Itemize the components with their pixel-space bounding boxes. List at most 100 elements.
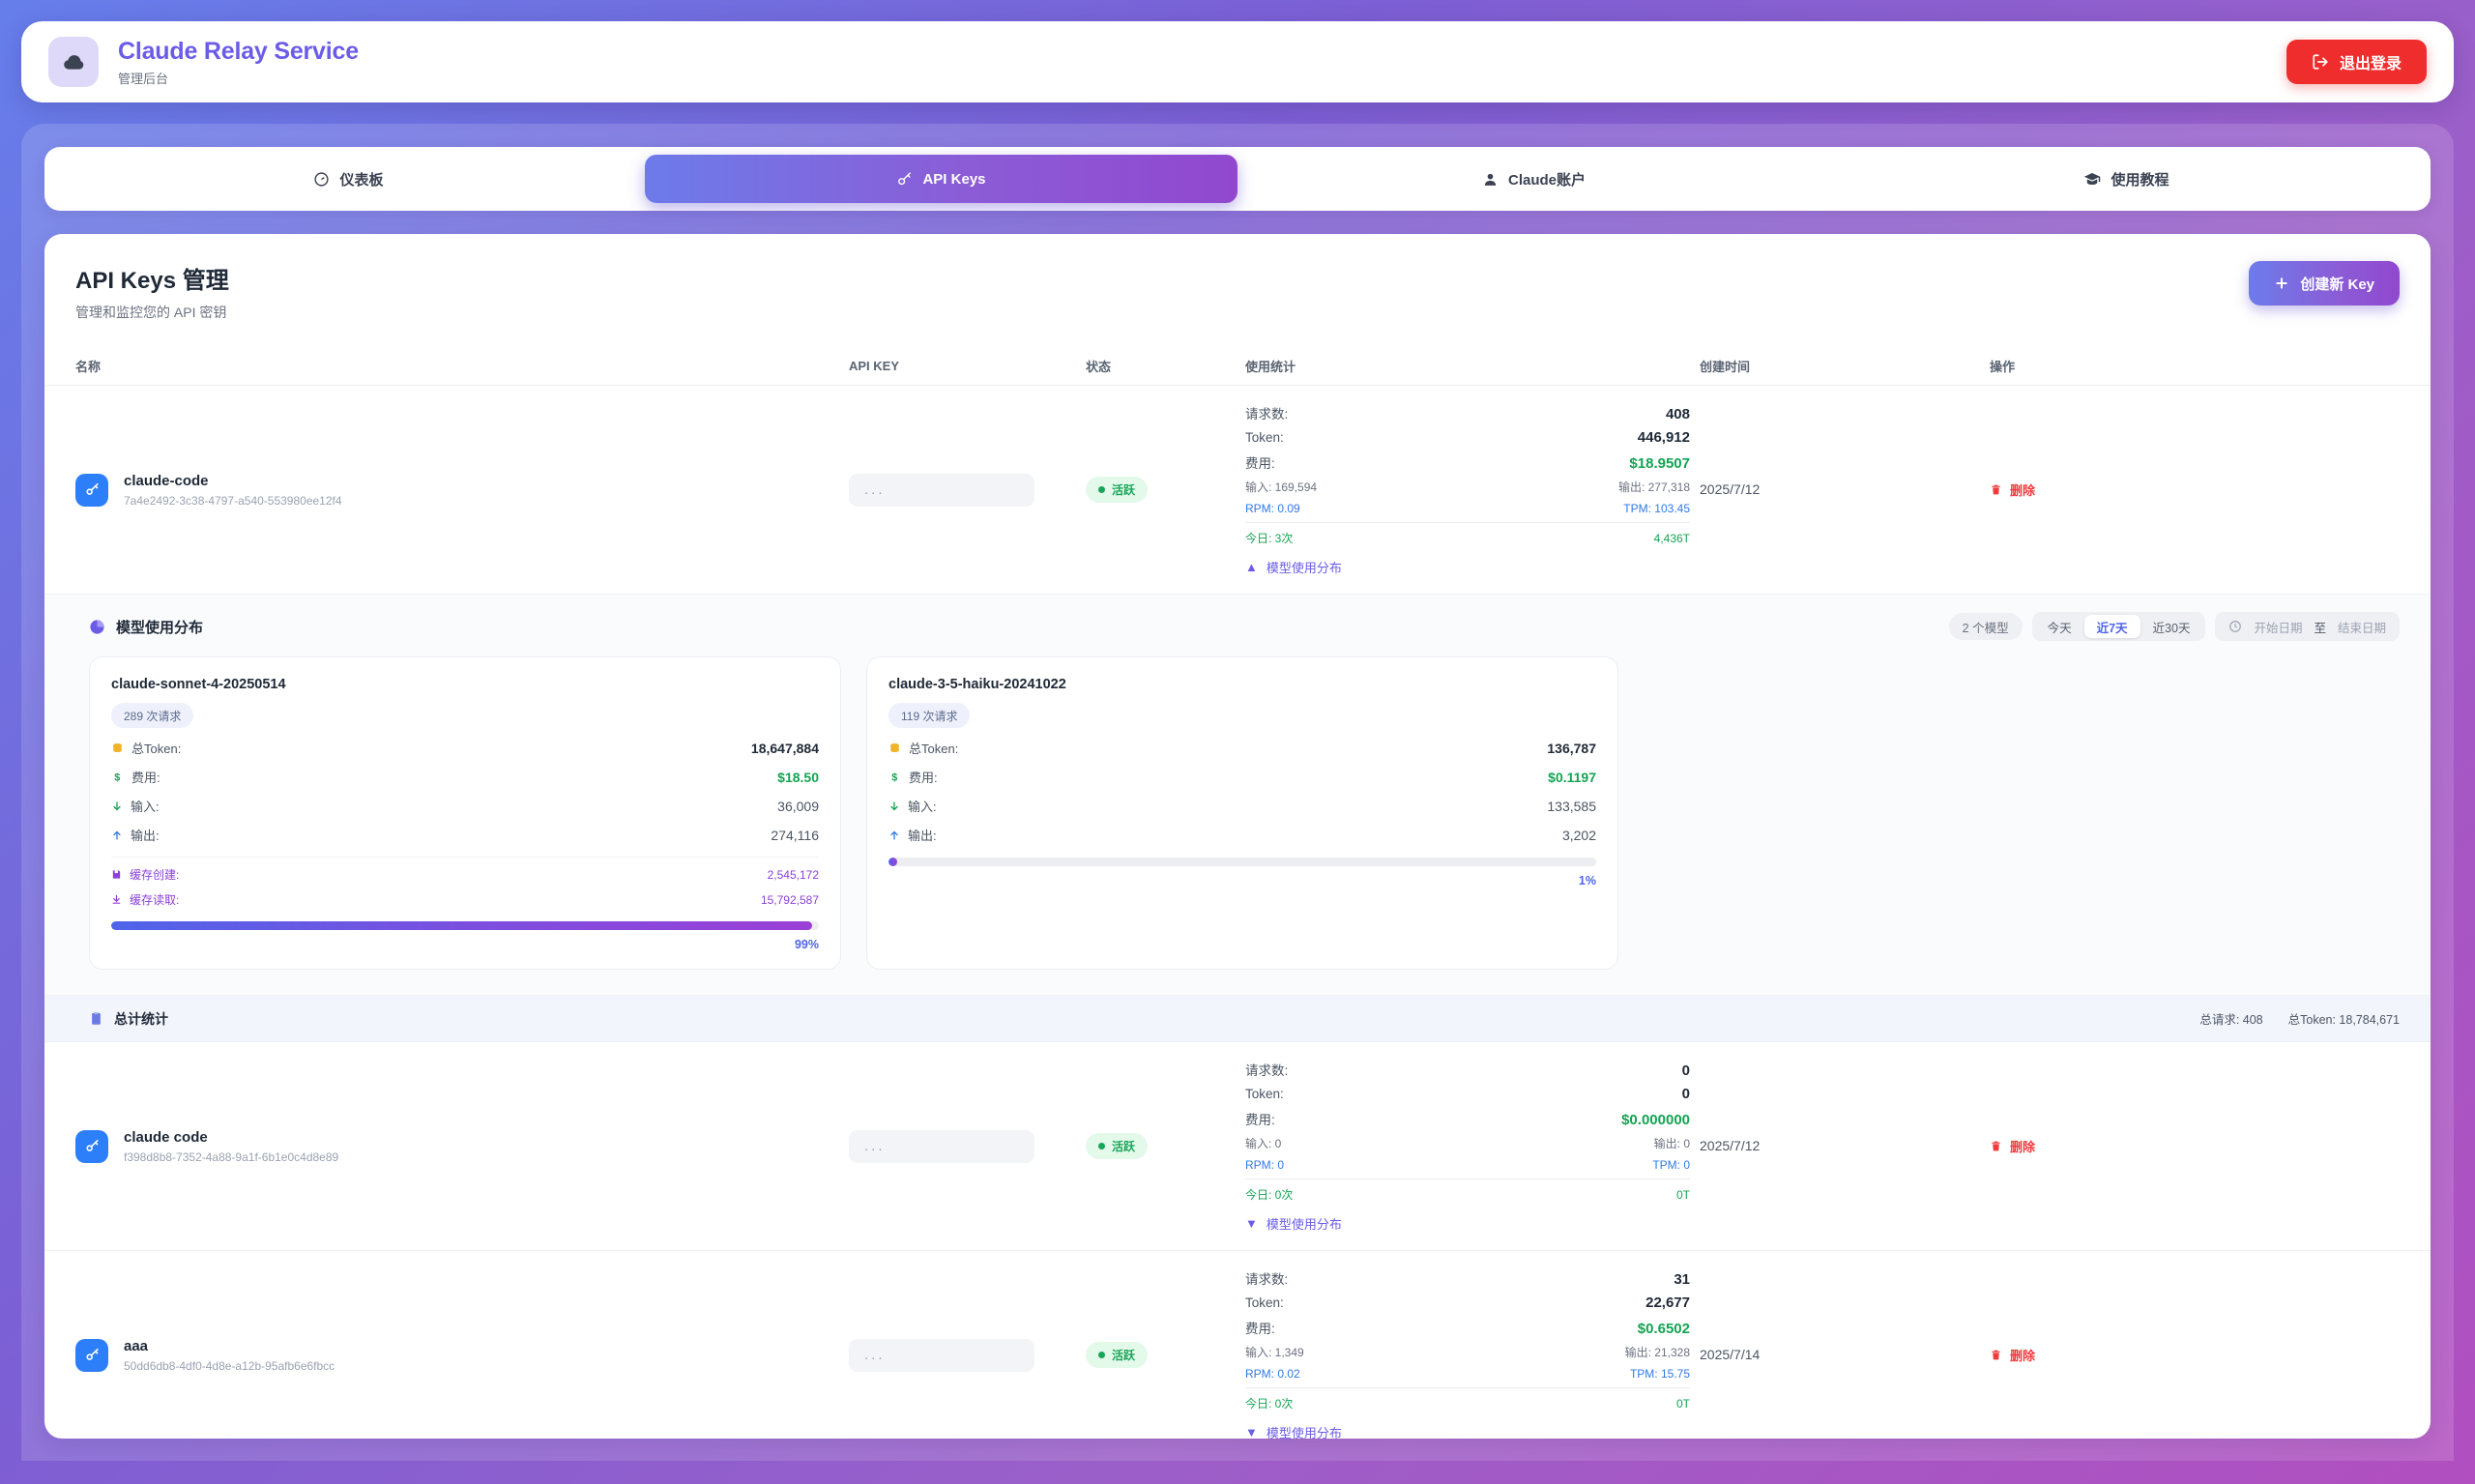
row-actions-cell: 删除 xyxy=(1990,1346,2183,1364)
stat-rpm: RPM: 0.09 xyxy=(1245,502,1300,515)
tab-dashboard-label: 仪表板 xyxy=(339,171,384,189)
model-output-label: 输出: xyxy=(131,829,160,843)
row-key-cell: ... xyxy=(849,1129,1086,1163)
stat-output: 输出: 277,318 xyxy=(1617,480,1690,494)
tab-dashboard[interactable]: 仪表板 xyxy=(52,155,645,203)
api-keys-panel: API Keys 管理 管理和监控您的 API 密钥 创建新 Key 名称 AP… xyxy=(44,234,2431,1439)
table-row[interactable]: aaa 50dd6db8-4df0-4d8e-a12b-95afb6e6fbcc… xyxy=(44,1251,2431,1439)
create-key-button[interactable]: 创建新 Key xyxy=(2249,261,2400,306)
gauge-icon xyxy=(313,171,330,188)
plus-icon xyxy=(2274,276,2289,291)
delete-label: 删除 xyxy=(2010,483,2036,498)
model-distribution-toggle[interactable]: ▼ 模型使用分布 xyxy=(1245,1214,1690,1233)
tab-api-keys[interactable]: API Keys xyxy=(645,155,1238,203)
tab-api-keys-label: API Keys xyxy=(922,170,986,188)
range-today[interactable]: 今天 xyxy=(2047,621,2072,635)
trash-icon xyxy=(1990,483,2002,496)
table-header-row: 名称 API KEY 状态 使用统计 创建时间 操作 xyxy=(44,347,2431,386)
range-selector: 今天 近7天 近30天 xyxy=(2031,612,2206,641)
row-created-cell: 2025/7/12 xyxy=(1700,481,1990,499)
model-total-token-row: 总Token: 136,787 xyxy=(888,739,1596,757)
range-30days[interactable]: 近30天 xyxy=(2152,621,2191,635)
model-input-row: 输入: 133,585 xyxy=(888,797,1596,815)
model-output-value: 274,116 xyxy=(771,827,819,843)
tab-claude-accounts[interactable]: Claude账户 xyxy=(1238,155,1830,203)
model-usage-percent: 99% xyxy=(794,938,819,951)
key-avatar-icon xyxy=(75,473,108,507)
model-distribution-toggle[interactable]: ▲ 模型使用分布 xyxy=(1245,558,1690,576)
coins-icon xyxy=(111,742,124,754)
created-date: 2025/7/14 xyxy=(1700,1346,1761,1362)
model-count-badge: 2 个模型 xyxy=(1948,613,2023,640)
download-icon xyxy=(111,894,122,905)
stat-divider xyxy=(1245,1178,1690,1179)
model-output-value: 3,202 xyxy=(1561,827,1596,843)
page-title: API Keys 管理 xyxy=(75,268,229,294)
api-key-masked[interactable]: ... xyxy=(849,1338,1034,1372)
row-usage-cell: 请求数: 408 Token: 446,912 费用: $18.9507 输入: 16… xyxy=(1245,403,1700,576)
dollar-icon: $ xyxy=(888,771,901,783)
stat-cost-label: 费用: xyxy=(1245,456,1275,471)
date-range-picker[interactable]: 开始日期 至 结束日期 xyxy=(2215,612,2400,641)
model-cache-create-row: 缓存创建: 2,545,172 xyxy=(111,866,819,883)
table-row[interactable]: claude code f398d8b8-7352-4a88-9a1f-6b1e… xyxy=(44,1042,2431,1251)
table-row[interactable]: claude-code 7a4e2492-3c38-4797-a540-5539… xyxy=(44,386,2431,595)
trash-icon xyxy=(1990,1349,2002,1361)
model-cache-read-value: 15,792,587 xyxy=(760,892,819,907)
status-dot-icon xyxy=(1098,486,1105,493)
stat-cost-label: 费用: xyxy=(1245,1322,1275,1336)
stat-token-value: 0 xyxy=(1681,1086,1690,1102)
date-start-placeholder[interactable]: 开始日期 xyxy=(2254,621,2303,635)
model-total-token-value: 136,787 xyxy=(1547,740,1596,756)
key-name: claude-code xyxy=(124,472,209,489)
tab-tutorial[interactable]: 使用教程 xyxy=(1830,155,2423,203)
stat-input: 输入: 169,594 xyxy=(1245,480,1318,494)
model-distribution-toggle-label: 模型使用分布 xyxy=(1266,1217,1342,1232)
pie-chart-icon xyxy=(89,619,105,635)
chevron-down-icon: ▼ xyxy=(1245,1216,1258,1231)
model-input-label: 输入: xyxy=(908,800,937,814)
stat-today: 今日: 3次 xyxy=(1245,532,1294,545)
model-output-row: 输出: 274,116 xyxy=(111,826,819,844)
model-cost-label: 费用: xyxy=(131,771,160,785)
delete-button[interactable]: 删除 xyxy=(1990,1137,2035,1155)
model-cache-read-row: 缓存读取: 15,792,587 xyxy=(111,891,819,908)
row-usage-cell: 请求数: 0 Token: 0 费用: $0.000000 输入: 0 输出: 0 RP… xyxy=(1245,1060,1700,1233)
api-key-masked[interactable]: ... xyxy=(849,1129,1034,1163)
row-name-cell: aaa 50dd6db8-4df0-4d8e-a12b-95afb6e6fbcc xyxy=(75,1338,849,1373)
model-distribution-toggle[interactable]: ▼ 模型使用分布 xyxy=(1245,1423,1690,1439)
panel-header: API Keys 管理 管理和监控您的 API 密钥 创建新 Key xyxy=(44,261,2431,322)
created-date: 2025/7/12 xyxy=(1700,480,1761,497)
tab-claude-accounts-label: Claude账户 xyxy=(1507,171,1586,189)
status-badge: 活跃 xyxy=(1086,1342,1149,1368)
stat-tpm: TPM: 0 xyxy=(1652,1158,1690,1172)
created-date: 2025/7/12 xyxy=(1700,1137,1761,1153)
stat-today: 今日: 0次 xyxy=(1245,1397,1294,1411)
logout-button[interactable]: 退出登录 xyxy=(2286,40,2427,84)
totals-values: 总请求: 408 总Token: 18,784,671 xyxy=(2199,1009,2400,1028)
row-status-cell: 活跃 xyxy=(1086,1133,1245,1159)
model-distribution-header: 模型使用分布 2 个模型 今天 近7天 近30天 xyxy=(44,595,2431,641)
totals-title-wrap: 总计统计 xyxy=(89,1009,168,1029)
api-key-masked[interactable]: ... xyxy=(849,473,1034,507)
key-id: f398d8b8-7352-4a88-9a1f-6b1e0c4d8e89 xyxy=(124,1149,339,1164)
stat-input: 输入: 0 xyxy=(1245,1137,1282,1150)
model-distribution-title-wrap: 模型使用分布 xyxy=(89,617,203,637)
key-id: 7a4e2492-3c38-4797-a540-553980ee12f4 xyxy=(124,493,342,508)
status-label: 活跃 xyxy=(1112,1349,1136,1362)
model-output-row: 输出: 3,202 xyxy=(888,826,1596,844)
stat-token-value: 446,912 xyxy=(1637,429,1690,446)
key-id: 50dd6db8-4df0-4d8e-a12b-95afb6e6fbcc xyxy=(124,1358,335,1373)
range-7days[interactable]: 近7天 xyxy=(2083,615,2140,638)
col-name: 名称 xyxy=(75,360,102,374)
brand-subtitle: 管理后台 xyxy=(118,71,169,86)
model-usage-bar xyxy=(111,921,819,930)
date-separator: 至 xyxy=(2314,621,2326,635)
stat-rpm: RPM: 0 xyxy=(1245,1158,1285,1172)
delete-button[interactable]: 删除 xyxy=(1990,480,2035,499)
delete-button[interactable]: 删除 xyxy=(1990,1346,2035,1364)
model-distribution-controls: 2 个模型 今天 近7天 近30天 开始日期 xyxy=(1948,612,2400,641)
stat-tpm: TPM: 15.75 xyxy=(1629,1367,1690,1381)
model-cost-label: 费用: xyxy=(909,771,938,785)
date-end-placeholder[interactable]: 结束日期 xyxy=(2337,621,2386,635)
